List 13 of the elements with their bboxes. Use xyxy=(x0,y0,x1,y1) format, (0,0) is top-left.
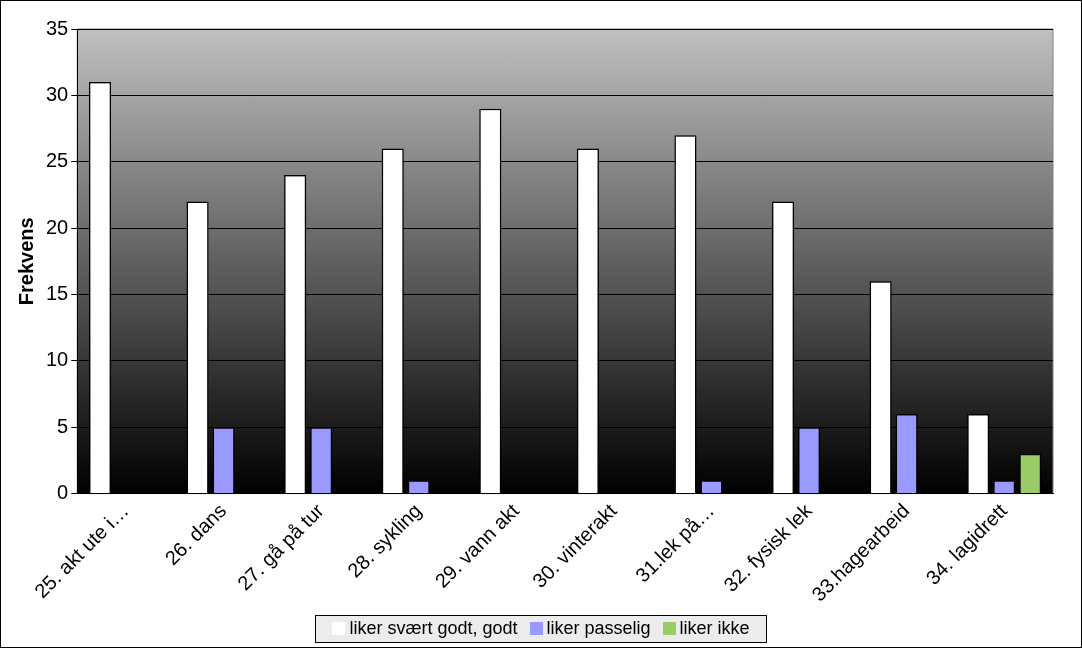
y-tick-label: 20 xyxy=(46,215,69,238)
y-tick-label: 5 xyxy=(57,414,69,437)
y-axis-title: Frekvens xyxy=(14,217,37,306)
legend-label: liker ikke xyxy=(679,618,750,639)
legend-label: liker passelig xyxy=(546,618,651,639)
legend-label: liker svært godt, godt xyxy=(349,618,518,639)
y-tick-label: 35 xyxy=(46,16,69,39)
y-tick-label: 10 xyxy=(46,348,69,371)
y-tick-label: 25 xyxy=(46,149,69,172)
x-tick-label: 27. gå på tur xyxy=(232,499,329,595)
y-tick-label: 15 xyxy=(46,282,69,304)
x-tick-label: 29. vann akt xyxy=(430,498,524,592)
y-tick-label: 30 xyxy=(46,82,69,105)
